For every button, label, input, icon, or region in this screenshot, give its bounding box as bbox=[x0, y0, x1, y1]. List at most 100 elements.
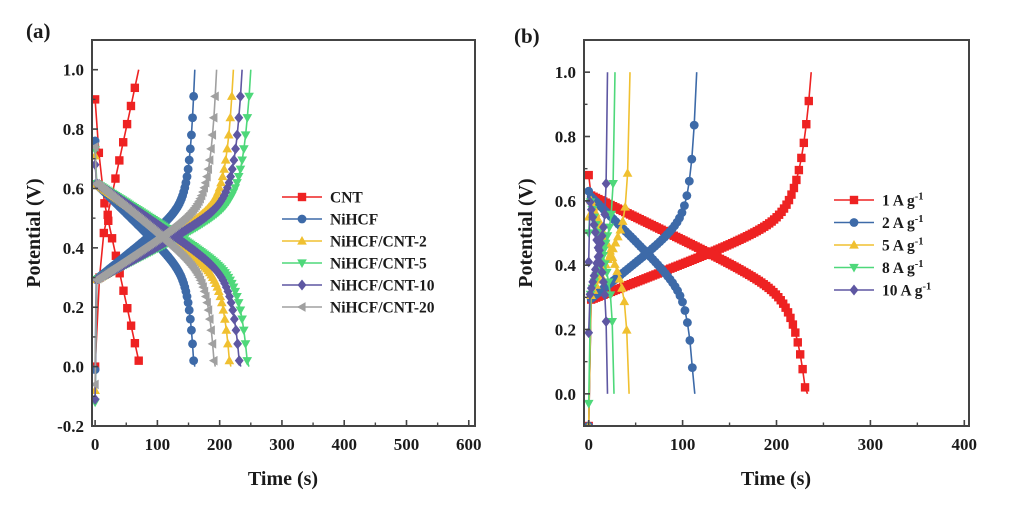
series-nihcf-cnt-10-point bbox=[231, 143, 240, 155]
series-nihcf-cnt-20-point bbox=[92, 379, 99, 390]
series-1-a-g-1-point bbox=[799, 138, 809, 148]
series-nihcf-cnt-2-point bbox=[222, 143, 233, 153]
series-1-a-g-1-point bbox=[787, 190, 796, 199]
series-1-a-g-1-point bbox=[789, 183, 799, 193]
series-cnt-point bbox=[111, 251, 121, 260]
x-tick-label: 600 bbox=[456, 435, 482, 454]
series-10-a-g-1-point bbox=[590, 226, 600, 238]
series-nihcf-cnt-5-point bbox=[233, 173, 244, 182]
b-series-group bbox=[584, 72, 813, 426]
series-nihcf-cnt-20-point bbox=[208, 112, 218, 123]
legend-marker-diamond-icon bbox=[849, 284, 859, 296]
series-1-a-g-1-point bbox=[584, 170, 593, 180]
series-nihcf-cnt-5-point bbox=[228, 283, 239, 293]
panel-a-axes-frame bbox=[91, 39, 476, 427]
legend-item-nihcf: NiHCF bbox=[282, 212, 378, 229]
series-5-a-g-1-point bbox=[614, 274, 625, 283]
series-nihcf-cnt-5-point bbox=[235, 306, 246, 316]
series-nihcf-cnt-10-point bbox=[226, 297, 236, 309]
legend-marker-triangle-up-icon bbox=[849, 239, 859, 249]
series-cnt-point bbox=[92, 95, 100, 104]
y-tick-label: 0.4 bbox=[63, 239, 85, 258]
series-5-a-g-1-point bbox=[612, 266, 623, 275]
series-2-a-g-1-point bbox=[687, 154, 697, 164]
series-8-a-g-1-point bbox=[606, 210, 617, 220]
legend-label-superscript: -1 bbox=[915, 237, 924, 248]
series-5-a-g-1-point bbox=[620, 201, 630, 211]
series-5-a-g-1-point bbox=[617, 216, 628, 225]
series-nihcf-point bbox=[182, 172, 192, 182]
x-tick-label: 200 bbox=[207, 435, 233, 454]
legend-item-8-a-g-1: 8 A g-1 bbox=[834, 259, 923, 277]
x-tick-label: 200 bbox=[764, 435, 790, 454]
y-tick-label: 0.8 bbox=[555, 128, 576, 147]
x-tick-label: 300 bbox=[858, 435, 884, 454]
legend-item-10-a-g-1: 10 A g-1 bbox=[834, 282, 931, 300]
series-nihcf-point bbox=[187, 325, 196, 335]
series-5-a-g-1-point bbox=[617, 283, 627, 292]
series-cnt-point bbox=[130, 83, 140, 93]
series-10-a-g-1-point bbox=[586, 204, 596, 216]
series-nihcf-cnt-10-point bbox=[231, 324, 241, 336]
y-tick-label: -0.2 bbox=[57, 417, 84, 436]
series-nihcf-cnt-5-point bbox=[240, 131, 251, 140]
series-10-a-g-1-point bbox=[601, 178, 611, 190]
series-10-a-g-1-point bbox=[600, 208, 610, 220]
series-nihcf-cnt-20-point bbox=[200, 291, 210, 302]
series-nihcf-point bbox=[184, 155, 194, 165]
series-nihcf-cnt-5-point bbox=[240, 340, 251, 349]
y-tick-label: 0.0 bbox=[555, 385, 576, 404]
legend-label-main: 10 A g bbox=[882, 283, 923, 300]
y-tick-label: 0.8 bbox=[63, 120, 84, 139]
panel-a-x-axis-title: Time (s) bbox=[248, 468, 318, 490]
x-tick-label: 400 bbox=[952, 435, 978, 454]
legend-label: NiHCF/CNT-2 bbox=[330, 234, 427, 251]
legend-label-main: 5 A g bbox=[882, 238, 915, 255]
series-nihcf-cnt-20 bbox=[92, 69, 219, 390]
series-10-a-g-1-point bbox=[589, 219, 599, 231]
legend-label: NiHCF/CNT-20 bbox=[330, 300, 435, 317]
x-tick-label: 300 bbox=[269, 435, 295, 454]
y-tick-label: 0.0 bbox=[63, 358, 84, 377]
series-cnt-point bbox=[104, 216, 113, 225]
series-cnt-point bbox=[99, 228, 109, 238]
legend-label: 2 A g-1 bbox=[882, 214, 923, 232]
legend-item-1-a-g-1: 1 A g-1 bbox=[834, 192, 923, 210]
series-nihcf-cnt-2-point bbox=[219, 164, 229, 173]
legend-item-nihcf-cnt-10: NiHCF/CNT-10 bbox=[282, 278, 435, 295]
legend-item-5-a-g-1: 5 A g-1 bbox=[834, 237, 923, 255]
legend-label: 5 A g-1 bbox=[882, 237, 923, 255]
series-8-a-g-1-point bbox=[608, 180, 618, 189]
series-nihcf-point bbox=[183, 298, 193, 308]
panel-a: (a) 0 100 200 300 400 500 600-0.20.00.20.40.60… bbox=[23, 19, 482, 490]
series-nihcf-cnt-2-point bbox=[224, 355, 235, 365]
y-tick-label: 1.0 bbox=[555, 63, 576, 82]
panel-b-ticks: 0 100 200 300 400 0.0 0.2 0.4 0.6 0.8 1.0 bbox=[555, 63, 977, 454]
series-nihcf-cnt-20-point bbox=[206, 325, 215, 336]
series-10-a-g-1-point bbox=[595, 250, 604, 262]
y-tick-label: 1.0 bbox=[63, 61, 84, 80]
series-nihcf-cnt-2-point bbox=[223, 129, 234, 139]
series-nihcf-cnt-2-point bbox=[216, 297, 227, 307]
legend-marker-square-icon bbox=[297, 192, 307, 202]
series-5-a-g-1 bbox=[584, 72, 633, 426]
series-5-a-g-1-point bbox=[622, 168, 633, 177]
series-nihcf-cnt-5-point bbox=[237, 315, 247, 325]
series-cnt-point bbox=[115, 156, 124, 165]
y-tick-label: 0.6 bbox=[555, 192, 576, 211]
series-cnt-point bbox=[103, 210, 112, 220]
legend-marker-diamond-icon bbox=[297, 279, 307, 291]
series-10-a-g-1-point bbox=[593, 242, 603, 254]
y-tick-label: 0.2 bbox=[555, 321, 576, 340]
legend-label-superscript: -1 bbox=[915, 259, 924, 270]
series-5-a-g-1-point bbox=[610, 237, 621, 247]
x-tick-label: 100 bbox=[670, 435, 696, 454]
panel-a-legend: CNT NiHCF NiHCF/CNT-2 NiHCF/CNT-5 NiHCF/CNT-… bbox=[282, 190, 435, 317]
series-10-a-g-1-point bbox=[600, 289, 610, 301]
legend-label: 8 A g-1 bbox=[882, 259, 923, 277]
legend-item-nihcf-cnt-2: NiHCF/CNT-2 bbox=[282, 234, 427, 251]
legend-marker-triangle-up-icon bbox=[297, 235, 307, 245]
series-nihcf-cnt-20-point bbox=[203, 164, 213, 175]
series-nihcf-cnt-10-point bbox=[228, 304, 238, 316]
